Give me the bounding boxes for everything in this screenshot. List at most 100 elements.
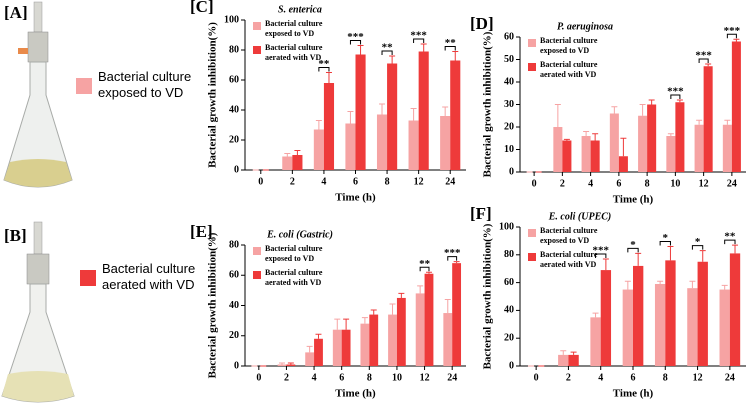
bar — [452, 263, 462, 366]
error-bar — [639, 104, 646, 116]
error-bar — [287, 362, 294, 365]
error-bar — [325, 72, 332, 83]
bar — [590, 140, 600, 172]
error-bar — [361, 317, 368, 324]
x-tick-label: 12 — [420, 372, 430, 383]
significance-label: * — [663, 232, 669, 244]
x-tick-label: 24 — [727, 178, 737, 189]
error-bar — [667, 245, 674, 261]
bar — [440, 116, 451, 170]
bar — [731, 41, 741, 172]
bar — [282, 156, 293, 170]
significance-bracket — [670, 94, 681, 99]
y-tick-label: 60 — [504, 31, 514, 42]
x-tick-label: 6 — [339, 372, 344, 383]
legend-label: Bacterial culture aerated with VD — [265, 43, 324, 62]
legend-label: Bacterial culture exposed to VD — [265, 19, 324, 38]
panel-label: [D] — [470, 14, 494, 33]
x-tick-label: 0 — [256, 372, 261, 383]
x-tick-label: 12 — [693, 372, 703, 383]
x-tick-label: 6 — [616, 178, 621, 189]
legend-swatch — [528, 63, 536, 71]
legend-label: Bacterial culture exposed to VD — [265, 244, 324, 263]
y-tick-label: 80 — [229, 44, 239, 55]
bar — [313, 129, 324, 170]
y-tick-label: 80 — [504, 249, 514, 260]
y-tick-label: 0 — [234, 360, 239, 371]
panel-label: [F] — [470, 204, 492, 223]
y-tick-label: 40 — [229, 300, 239, 311]
x-axis-label: Time (h) — [613, 388, 654, 400]
x-tick-label: 0 — [534, 372, 539, 383]
error-bar — [635, 252, 642, 266]
y-tick-label: 100 — [499, 221, 514, 232]
bar — [415, 293, 425, 366]
significance-label: * — [695, 236, 701, 248]
x-tick-label: 24 — [725, 372, 735, 383]
bar — [722, 124, 732, 172]
legend-swatch — [253, 247, 261, 255]
significance-label: * — [630, 239, 636, 251]
legend-swatch — [80, 270, 96, 286]
panel-label: [C] — [190, 0, 214, 16]
bar — [638, 115, 648, 172]
bar — [609, 113, 619, 172]
chart-title: E. coli (UPEC) — [548, 211, 612, 222]
significance-bracket — [726, 33, 737, 39]
error-bar — [667, 133, 674, 136]
bar — [590, 317, 601, 366]
bar — [618, 156, 628, 172]
significance-label: ** — [318, 58, 330, 70]
error-bar — [315, 333, 322, 339]
x-tick-label: 4 — [321, 176, 326, 187]
x-tick-label: 6 — [631, 372, 636, 383]
x-tick-label: 2 — [290, 176, 295, 187]
x-tick-label: 8 — [367, 372, 372, 383]
bar — [558, 354, 569, 366]
y-axis-label: Bacterial growth inhibition(%) — [482, 223, 494, 369]
error-bar — [315, 120, 322, 130]
bar — [332, 329, 342, 366]
x-tick-label: 10 — [392, 372, 402, 383]
y-tick-label: 20 — [504, 121, 514, 132]
y-tick-label: 0 — [234, 164, 239, 175]
bar — [355, 54, 366, 170]
error-bar — [453, 261, 460, 264]
legend-swatch — [253, 46, 261, 54]
chart-title: P. aeruginosa — [557, 21, 613, 32]
legend-swatch — [528, 229, 536, 237]
bar — [647, 104, 657, 172]
x-axis-label: Time (h) — [335, 192, 376, 204]
bar — [396, 297, 406, 366]
bar — [665, 260, 676, 366]
error-bar — [592, 312, 599, 318]
y-tick-label: 60 — [229, 74, 239, 85]
error-bar — [563, 138, 570, 141]
y-tick-label: 20 — [504, 332, 514, 343]
y-tick-label: 60 — [504, 277, 514, 288]
bar — [277, 364, 287, 366]
bar — [360, 323, 370, 366]
error-bar — [705, 63, 712, 67]
bar — [654, 283, 666, 366]
error-bar — [379, 103, 386, 115]
y-tick-label: 30 — [504, 99, 514, 110]
x-tick-label: 10 — [670, 178, 680, 189]
bar — [286, 364, 296, 366]
y-tick-label: 20 — [229, 134, 239, 145]
significance-label: *** — [444, 247, 461, 259]
y-tick-label: 0 — [509, 166, 514, 177]
bar — [314, 338, 323, 366]
photo-a — [0, 0, 75, 200]
error-bar — [724, 119, 731, 125]
legend-swatch — [528, 39, 536, 47]
error-bar — [560, 350, 567, 355]
x-axis-label: Time (h) — [613, 194, 654, 206]
bar — [562, 140, 572, 172]
significance-label: ** — [419, 258, 431, 270]
bar — [388, 314, 397, 366]
legend-label: Bacterial culture exposed to VD — [540, 226, 599, 245]
significance-label: *** — [695, 50, 712, 62]
y-tick-label: 40 — [504, 76, 514, 87]
significance-label: *** — [410, 30, 427, 42]
